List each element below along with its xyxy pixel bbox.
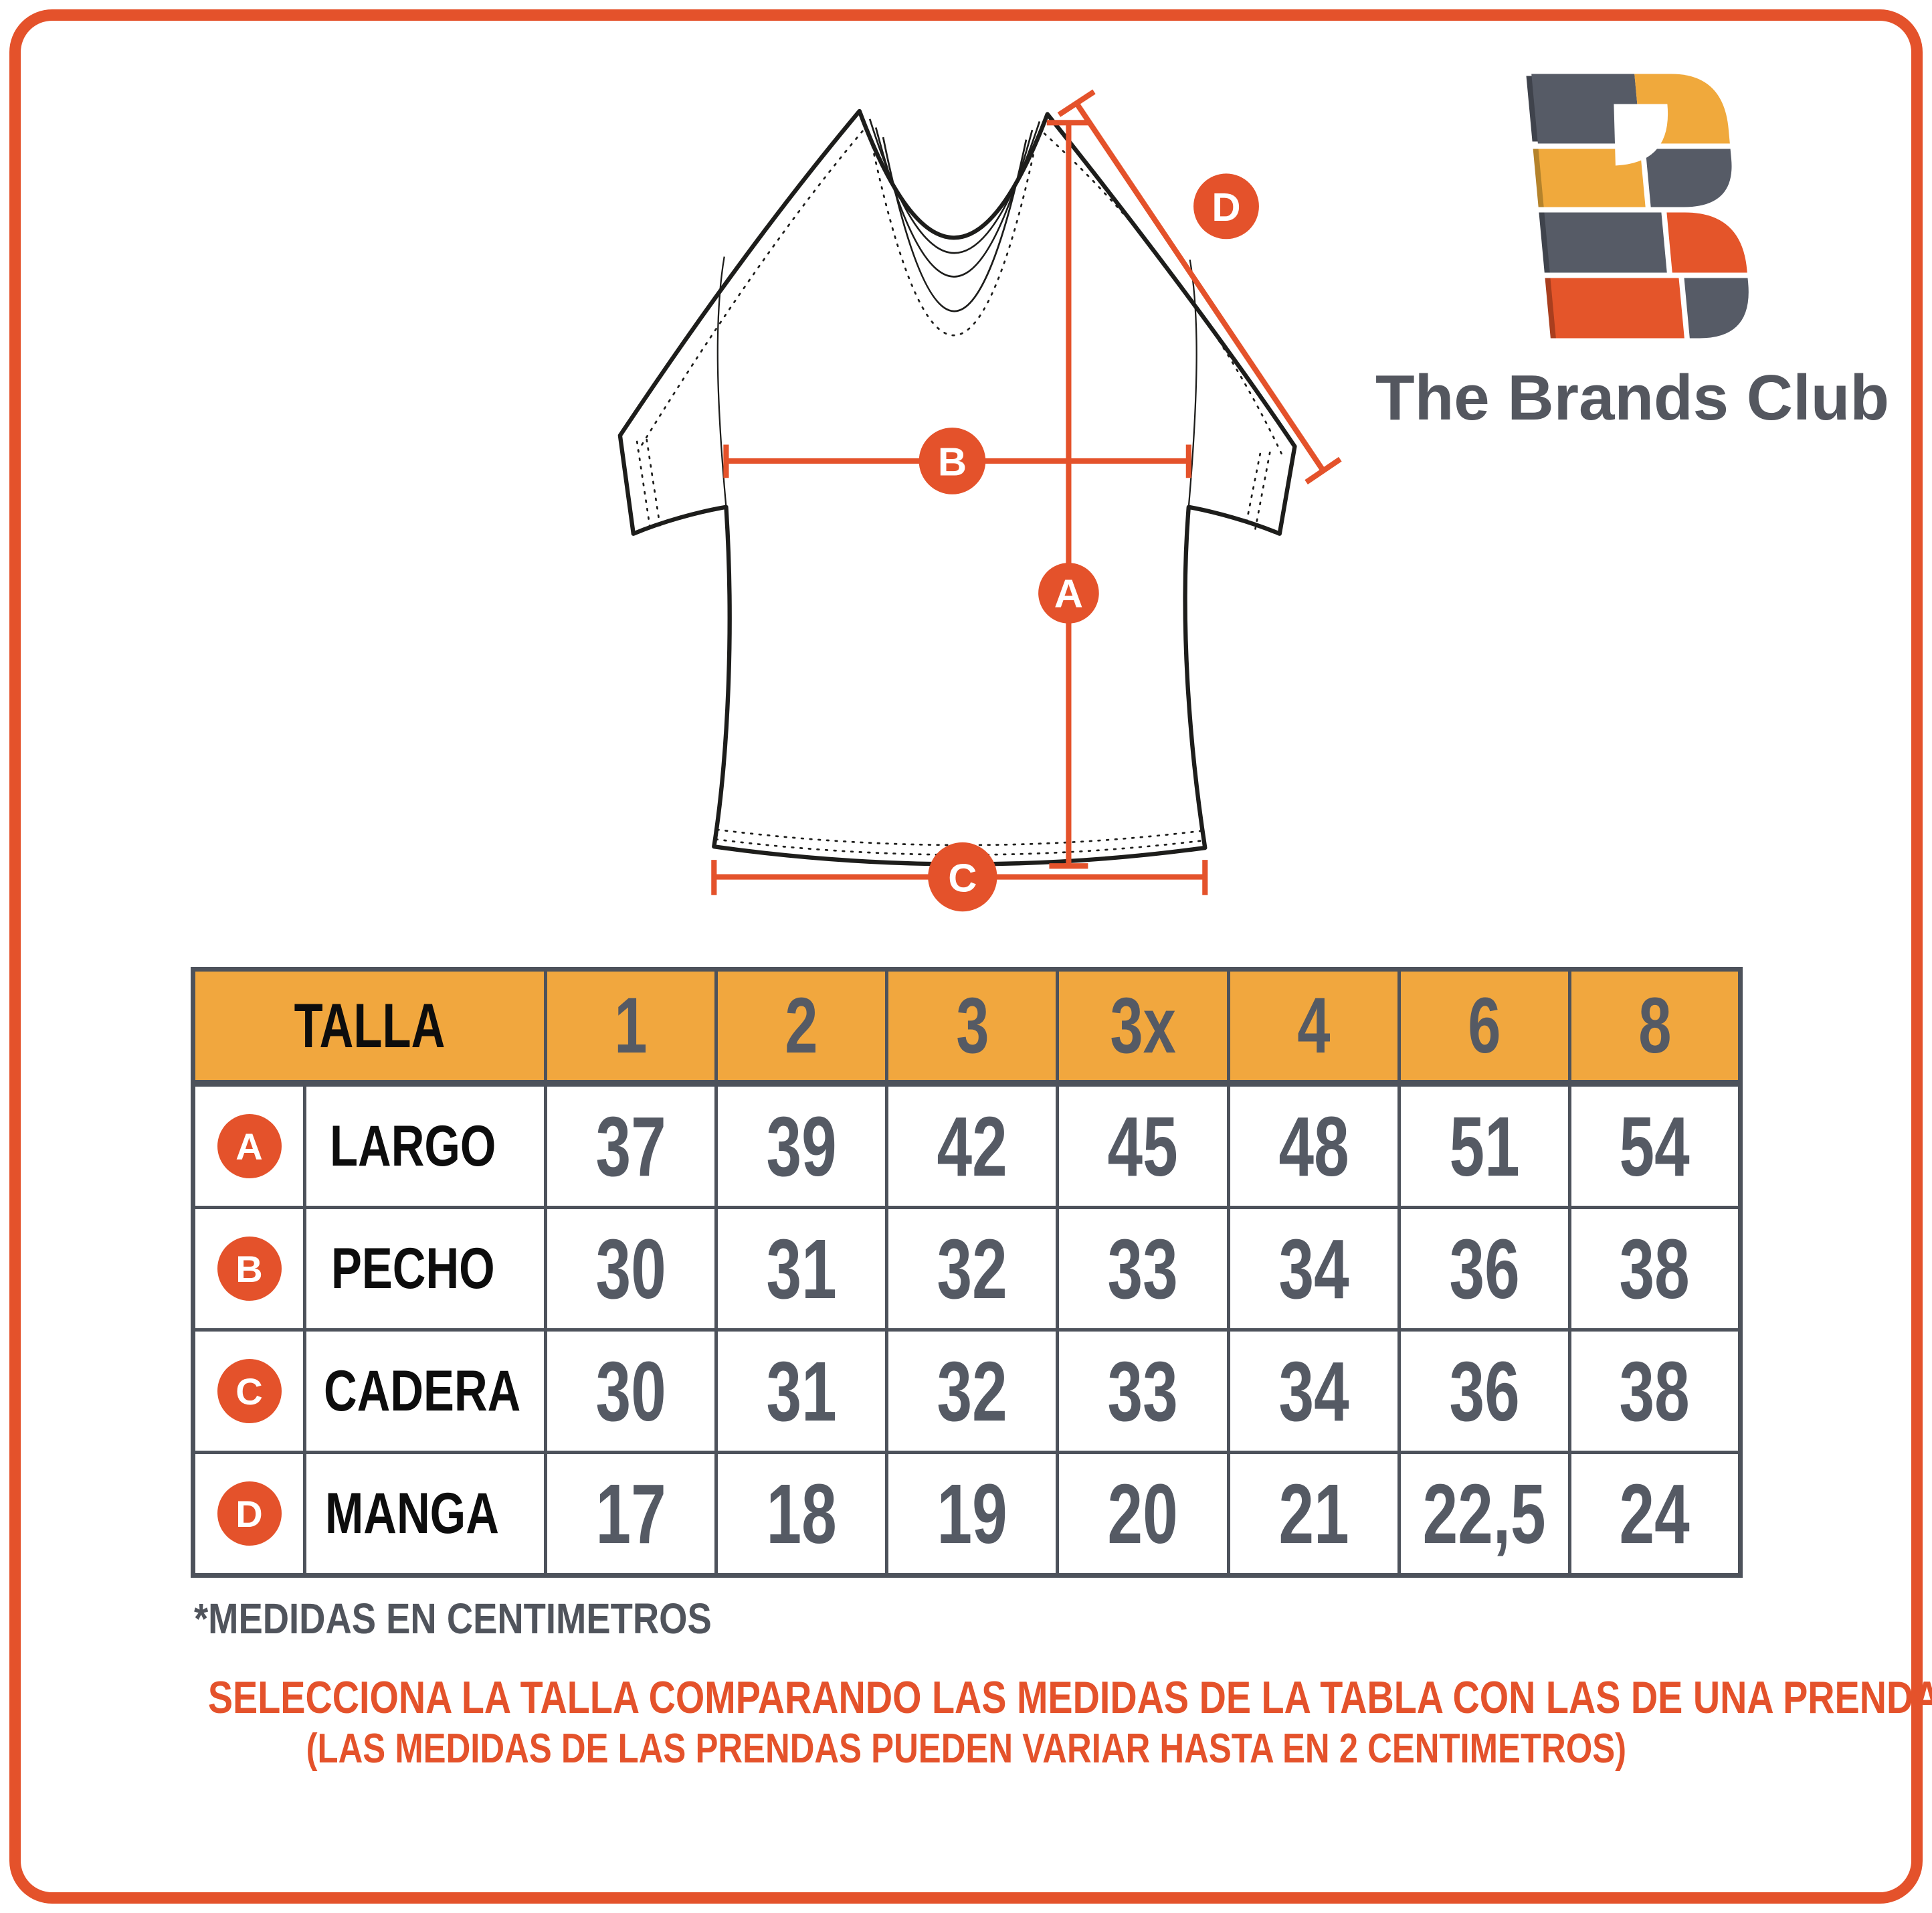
measure-value-cell: 31 xyxy=(714,1328,889,1454)
measure-label-cell: CADERA xyxy=(303,1328,547,1454)
measure-value-cell: 18 xyxy=(714,1451,889,1577)
size-table-header-row: TALLA 1 2 3 3x 4 6 8 xyxy=(191,968,1743,1087)
measure-value-cell: 36 xyxy=(1397,1206,1571,1332)
measure-d-badge xyxy=(1193,173,1259,240)
size-column-header: 1 xyxy=(543,968,718,1087)
brand-wordmark: The Brands Club xyxy=(1375,362,1890,434)
size-table-row: B PECHO 30 31 32 33 34 36 38 xyxy=(191,1206,1743,1332)
measure-value-cell: 30 xyxy=(543,1206,718,1332)
size-table-row: C CADERA 30 31 32 33 34 36 38 xyxy=(191,1328,1743,1454)
measure-letter-badge: C xyxy=(217,1359,282,1423)
size-table-row: D MANGA 17 18 19 20 21 22,5 24 xyxy=(191,1451,1743,1577)
measure-value-cell: 34 xyxy=(1226,1206,1401,1332)
measure-value-cell: 38 xyxy=(1567,1328,1743,1454)
measure-value-cell: 48 xyxy=(1226,1081,1401,1209)
measure-badges: A B C D xyxy=(919,173,1259,912)
measure-value-cell: 51 xyxy=(1397,1081,1571,1209)
measure-label-cell: MANGA xyxy=(303,1451,547,1577)
size-table-header-talla: TALLA xyxy=(191,968,547,1087)
measure-letter-cell: C xyxy=(191,1328,306,1454)
units-footnote: *MEDIDAS EN CENTIMETROS xyxy=(194,1595,712,1643)
measure-value-cell: 31 xyxy=(714,1206,889,1332)
measure-value-cell: 17 xyxy=(543,1451,718,1577)
brand-logo xyxy=(1526,74,1749,339)
instruction-line-1: SELECCIONA LA TALLA COMPARANDO LAS MEDID… xyxy=(207,1672,1932,1723)
measure-letter-badge: D xyxy=(217,1481,282,1546)
size-column-header: 3x xyxy=(1056,968,1230,1087)
measure-value-cell: 22,5 xyxy=(1397,1451,1571,1577)
measure-label-cell: PECHO xyxy=(303,1206,547,1332)
stitch-seams xyxy=(636,130,1285,856)
size-table-row: A LARGO 37 39 42 45 48 51 54 xyxy=(191,1081,1743,1209)
measure-value-cell: 39 xyxy=(714,1081,889,1209)
instruction-line-2: (LAS MEDIDAS DE LAS PRENDAS PUEDEN VARIA… xyxy=(306,1726,1626,1772)
measure-d-label: D xyxy=(1212,185,1240,230)
size-column-header: 8 xyxy=(1567,968,1743,1087)
brand-logo-b-icon xyxy=(1526,74,1749,339)
size-table: TALLA 1 2 3 3x 4 6 8 A LARGO 37 39 42 45 48 51 54 B PECH… xyxy=(191,967,1743,1578)
measure-value-cell: 54 xyxy=(1567,1081,1743,1209)
measure-value-cell: 42 xyxy=(885,1081,1060,1209)
measure-value-cell: 33 xyxy=(1056,1328,1230,1454)
measure-value-cell: 30 xyxy=(543,1328,718,1454)
measure-c-label: C xyxy=(948,855,977,900)
measure-b-badge xyxy=(919,428,986,494)
orange-border-frame xyxy=(9,9,1923,1904)
size-column-header: 4 xyxy=(1226,968,1401,1087)
size-column-header: 2 xyxy=(714,968,889,1087)
measure-value-cell: 24 xyxy=(1567,1451,1743,1577)
measure-letter-cell: A xyxy=(191,1081,306,1209)
measure-value-cell: 21 xyxy=(1226,1451,1401,1577)
measure-value-cell: 20 xyxy=(1056,1451,1230,1577)
measure-b-label: B xyxy=(938,440,967,484)
measure-value-cell: 32 xyxy=(885,1206,1060,1332)
measure-a-label: A xyxy=(1054,571,1083,616)
measure-label-cell: LARGO xyxy=(303,1081,547,1209)
tshirt-diagram: A B C D xyxy=(617,89,1342,912)
measure-value-cell: 38 xyxy=(1567,1206,1743,1332)
measure-value-cell: 34 xyxy=(1226,1328,1401,1454)
measure-d-line xyxy=(1074,102,1326,472)
size-table-body: A LARGO 37 39 42 45 48 51 54 B PECHO 30 31 32 33 34 36 38… xyxy=(191,1081,1743,1577)
measure-value-cell: 33 xyxy=(1056,1206,1230,1332)
collar-ribbing xyxy=(868,118,1041,312)
measure-value-cell: 32 xyxy=(885,1328,1060,1454)
size-column-header: 6 xyxy=(1397,968,1571,1087)
measure-c-badge xyxy=(928,842,997,912)
measure-value-cell: 19 xyxy=(885,1451,1060,1577)
measure-letter-badge: A xyxy=(217,1114,282,1178)
body-crease-lines xyxy=(716,256,1197,507)
measure-letter-badge: B xyxy=(217,1237,282,1301)
measure-letter-cell: D xyxy=(191,1451,306,1577)
measure-value-cell: 45 xyxy=(1056,1081,1230,1209)
measure-letter-cell: B xyxy=(191,1206,306,1332)
measure-value-cell: 36 xyxy=(1397,1328,1571,1454)
size-column-header: 3 xyxy=(885,968,1060,1087)
measure-value-cell: 37 xyxy=(543,1081,718,1209)
measure-a-badge xyxy=(1038,563,1099,624)
